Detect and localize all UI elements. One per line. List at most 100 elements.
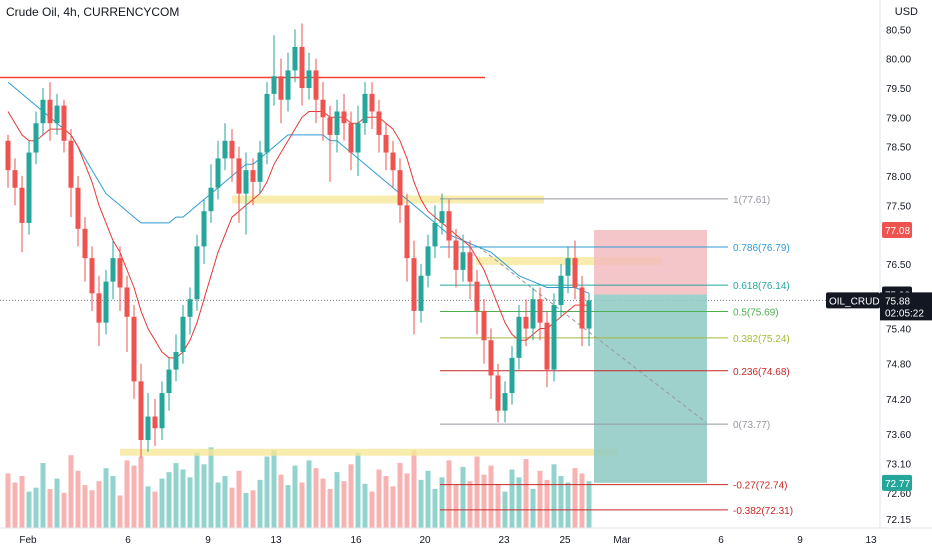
candle-body (124, 287, 130, 317)
candle-body (551, 305, 557, 370)
volume-bar (96, 481, 102, 528)
fib-level-label: 1(77.61) (733, 195, 770, 206)
volume-bar (159, 478, 165, 528)
time-tick-label: 23 (498, 535, 510, 546)
candle-body (481, 310, 487, 341)
volume-bar (187, 477, 193, 528)
price-tick-label: 73.60 (886, 430, 911, 441)
volume-bar (418, 479, 424, 528)
candle-body (453, 240, 459, 270)
volume-bar (495, 483, 501, 528)
volume-bar (460, 466, 466, 528)
candle-body (278, 76, 284, 100)
volume-bar (509, 469, 515, 528)
candle-body (397, 170, 403, 206)
bar-countdown: 02:05:22 (885, 308, 924, 319)
candle-body (208, 187, 214, 212)
candle-body (138, 381, 144, 440)
volume-bar (243, 492, 249, 528)
volume-bar (229, 487, 235, 528)
candle-body (257, 152, 263, 182)
candle-body (271, 76, 277, 94)
price-tick-label: 80.00 (886, 55, 911, 66)
volume-bar (236, 470, 242, 528)
price-label-box (882, 221, 912, 238)
time-tick-label: 6 (125, 535, 131, 546)
candle-body (180, 316, 186, 352)
time-axis[interactable]: Feb 6 9 13 16 20 23 25 Mar 6 9 13 (0, 527, 932, 550)
candle-body (467, 252, 473, 282)
volume-bar (425, 470, 431, 528)
position-tool[interactable] (477, 229, 707, 483)
candle-body (362, 93, 368, 124)
fib-level-label: 0.5(75.69) (733, 308, 779, 319)
candle-body (117, 258, 123, 288)
price-tick-label: 78.00 (886, 172, 911, 183)
slow-moving-average (7, 81, 590, 294)
price-axis-background (880, 0, 932, 550)
candle-body (236, 158, 242, 194)
current-price-value: 75.88 (885, 296, 910, 307)
time-tick-label: 9 (797, 535, 803, 546)
candle-body (96, 293, 102, 323)
volume-bar (215, 482, 221, 528)
candle-body (82, 228, 88, 259)
time-tick-label: 13 (270, 535, 282, 546)
candle-body (187, 299, 193, 317)
volume-bar (166, 472, 172, 528)
candle-body (460, 252, 466, 270)
candle-body (432, 222, 438, 247)
fib-level-label: 0.786(76.79) (733, 243, 790, 254)
volume-bar (208, 447, 214, 528)
volume-bar (26, 491, 32, 528)
volume-bar (201, 464, 207, 528)
volume-bar (341, 481, 347, 528)
volume-bar (488, 465, 494, 528)
volume-bar (257, 479, 263, 528)
volume-bar (383, 476, 389, 528)
volume-bar (131, 465, 137, 528)
volume-bar (47, 489, 53, 528)
volume-bar (12, 482, 18, 528)
volume-bar (572, 468, 578, 528)
candle-body (110, 258, 116, 282)
volume-bar (75, 470, 81, 528)
candle-body (159, 393, 165, 429)
candle-body (495, 375, 501, 411)
candle-body (33, 123, 39, 153)
volume-bar (523, 459, 529, 528)
candle-body (474, 281, 480, 311)
candle-body (313, 70, 319, 100)
candle-body (68, 140, 74, 188)
currency-label: USD (894, 6, 918, 18)
volume-bar (103, 468, 109, 528)
fib-level-label: 0.382(75.24) (733, 334, 790, 345)
time-tick-label: Feb (19, 535, 37, 546)
candle-body (12, 170, 18, 188)
candle-body (579, 287, 585, 329)
price-tick-label: 78.50 (886, 143, 911, 154)
candle-body (152, 416, 158, 429)
volume-bar (250, 490, 256, 528)
price-tick-label: 75.40 (886, 325, 911, 336)
price-tick-label: 74.20 (886, 395, 911, 406)
candle-body (320, 99, 326, 118)
candle-body (509, 357, 515, 394)
volume-bar (474, 456, 480, 528)
price-axis[interactable]: 80.50 80.00 79.50 79.00 78.50 78.00 77.50 76.50… (826, 0, 932, 550)
candle-body (425, 246, 431, 276)
volume-bar (145, 486, 151, 528)
fib-retracement[interactable]: 1(77.61) 0.786(76.79) 0.618(76.14) 0.5(75.6… (440, 195, 793, 517)
price-tick-label: 72.15 (886, 515, 911, 526)
volume-bar (194, 452, 200, 528)
volume-bar (586, 481, 592, 528)
candle-body (89, 258, 95, 294)
volume-layer (5, 447, 592, 528)
candle-body (47, 99, 53, 124)
volume-bar (264, 456, 270, 528)
volume-bar (334, 472, 340, 528)
candle-body (355, 123, 361, 153)
volume-bar (306, 460, 312, 528)
volume-bar (61, 492, 67, 528)
